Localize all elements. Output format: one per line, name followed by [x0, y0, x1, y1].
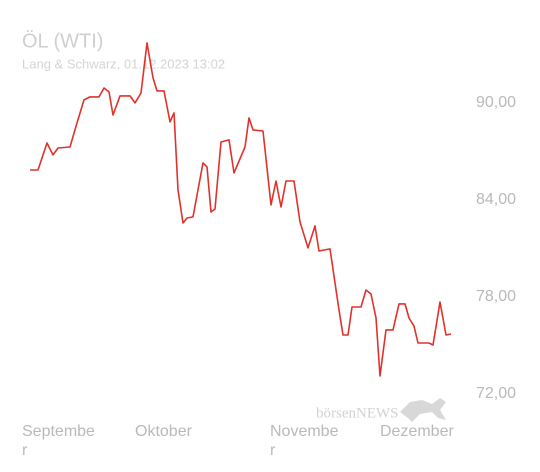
x-tick-label: Septembe r	[22, 423, 95, 459]
watermark-icon	[400, 398, 446, 422]
x-tick-label: Oktober	[135, 423, 192, 440]
chart-title: ÖL (WTI)	[22, 30, 103, 52]
watermark: börsenNEWS	[316, 405, 399, 421]
y-tick-label: 90,00	[476, 94, 516, 111]
y-tick-label: 72,00	[476, 385, 516, 402]
x-tick-label: Novembe r	[270, 423, 339, 459]
price-line	[30, 42, 452, 377]
chart-subtitle: Lang & Schwarz, 01.12.2023 13:02	[22, 56, 225, 71]
y-tick-label: 84,00	[476, 191, 516, 208]
y-tick-label: 78,00	[476, 288, 516, 305]
x-tick-label: Dezember	[380, 423, 454, 440]
